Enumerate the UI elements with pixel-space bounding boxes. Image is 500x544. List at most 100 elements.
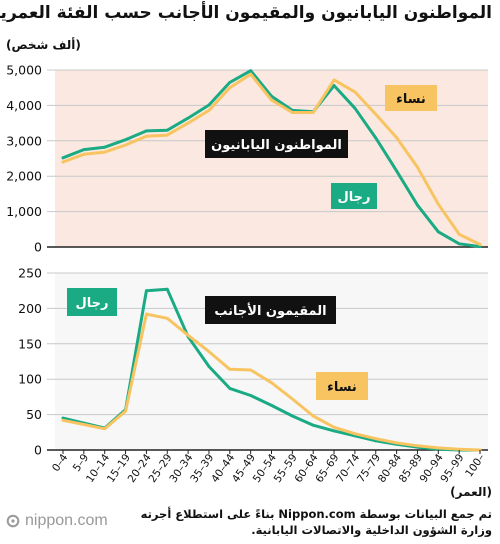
legend-label-men-top: رجال	[337, 190, 370, 205]
data-point-women-top	[457, 232, 461, 236]
data-point-men-top	[186, 116, 190, 120]
data-point-women-top	[145, 134, 148, 138]
data-point-men-bottom	[290, 414, 294, 418]
data-point-women-bottom	[416, 444, 419, 448]
y-tick-label-bottom: 0	[34, 443, 42, 458]
data-point-women-bottom	[353, 432, 357, 436]
data-point-women-top	[416, 165, 419, 169]
source-line-1: تم جمع البيانات بوسطة Nippon.com بناءً ع…	[140, 507, 492, 521]
data-point-men-top	[457, 242, 461, 246]
panel-title-box-top	[205, 130, 348, 158]
data-point-men-top	[61, 156, 65, 160]
data-point-men-top	[436, 230, 440, 234]
y-tick-label-top: 1,000	[6, 204, 42, 219]
data-point-men-top	[353, 106, 357, 110]
data-point-women-bottom	[207, 350, 211, 353]
y-unit-label: (ألف شخص)	[6, 38, 81, 52]
x-tick-label: 0–4	[50, 452, 71, 474]
data-point-men-bottom	[270, 403, 273, 407]
nippon-logo: nippon.com	[6, 512, 108, 530]
data-point-women-top	[207, 108, 211, 112]
legend-label-women-top: نساء	[396, 92, 426, 107]
y-tick-label-bottom: 200	[18, 301, 42, 316]
y-tick-label-top: 5,000	[6, 63, 42, 78]
data-point-men-top	[332, 84, 336, 87]
data-point-men-bottom	[145, 289, 148, 293]
data-point-women-bottom	[145, 312, 148, 316]
data-point-women-bottom	[124, 409, 127, 413]
source-line-2: وزارة الشؤون الداخلية والاتصالات اليابان…	[251, 523, 492, 537]
data-point-women-top	[332, 78, 336, 82]
y-tick-label-top: 3,000	[6, 133, 42, 148]
legend-label-women-bottom: نساء	[327, 380, 357, 395]
y-tick-label-bottom: 100	[18, 372, 42, 387]
y-tick-label-top: 2,000	[6, 169, 42, 184]
data-point-women-top	[270, 98, 273, 102]
data-point-men-top	[416, 203, 419, 207]
data-point-women-bottom	[103, 427, 107, 431]
data-point-women-top	[249, 72, 253, 76]
data-point-men-bottom	[207, 365, 211, 368]
data-point-men-top	[395, 169, 398, 173]
data-point-men-top	[165, 128, 169, 132]
data-point-women-bottom	[82, 423, 86, 426]
y-tick-label-bottom: 50	[26, 407, 42, 422]
data-point-women-top	[478, 243, 482, 246]
data-point-women-bottom	[395, 441, 398, 445]
data-point-women-top	[436, 202, 440, 206]
legend-label-men-bottom: رجال	[75, 296, 108, 311]
x-axis-label: (العمر)	[450, 485, 492, 499]
data-point-women-bottom	[311, 414, 315, 418]
data-point-men-top	[228, 80, 232, 84]
data-point-women-top	[228, 86, 232, 90]
data-point-women-bottom	[270, 381, 273, 385]
data-point-men-top	[374, 136, 378, 140]
data-point-women-bottom	[290, 397, 294, 401]
data-point-women-top	[124, 143, 127, 147]
data-point-women-bottom	[165, 316, 169, 320]
y-tick-label-bottom: 250	[18, 266, 42, 281]
panel-title-bottom: المقيمون الأجانب	[214, 302, 326, 319]
data-point-women-bottom	[61, 418, 65, 422]
data-point-men-bottom	[332, 429, 336, 433]
data-point-women-bottom	[186, 333, 190, 337]
chart-title: المواطنون اليابانيون والمقيمون الأجانب ح…	[0, 3, 492, 23]
data-point-women-bottom	[457, 447, 461, 451]
legend-label-box-women-bottom	[316, 372, 368, 400]
data-point-men-bottom	[61, 416, 65, 420]
data-point-women-top	[103, 150, 107, 154]
y-tick-label-top: 0	[34, 240, 42, 255]
data-point-men-top	[478, 245, 482, 249]
data-point-women-bottom	[249, 368, 253, 372]
data-point-men-top	[82, 148, 86, 152]
y-tick-label-top: 4,000	[6, 98, 42, 113]
source-note: تم جمع البيانات بوسطة Nippon.com بناءً ع…	[140, 506, 492, 538]
data-point-women-top	[311, 111, 315, 114]
data-point-women-top	[186, 121, 190, 125]
panel-title-top: المواطنون اليابانيون	[211, 138, 342, 153]
panel-title-box-bottom	[205, 296, 336, 324]
data-point-men-top	[249, 69, 253, 73]
data-point-women-bottom	[332, 425, 336, 429]
data-point-men-bottom	[311, 423, 315, 427]
data-point-men-bottom	[249, 394, 253, 397]
data-point-women-top	[374, 112, 378, 116]
data-point-men-bottom	[228, 387, 232, 390]
data-point-men-top	[207, 103, 211, 107]
data-point-men-bottom	[165, 287, 169, 291]
data-point-women-bottom	[436, 446, 440, 450]
data-point-men-top	[124, 138, 127, 142]
data-point-women-bottom	[228, 367, 232, 371]
nippon-logo-text: nippon.com	[25, 512, 108, 529]
data-point-women-top	[290, 111, 294, 114]
data-point-women-top	[165, 133, 169, 137]
y-tick-label-bottom: 150	[18, 336, 42, 351]
nippon-logo-icon	[6, 514, 20, 528]
legend-label-box-men-bottom	[67, 288, 117, 316]
data-point-men-top	[145, 129, 148, 133]
data-point-women-top	[82, 152, 86, 156]
data-point-women-top	[61, 160, 65, 164]
x-tick-label: 100–	[463, 452, 487, 480]
legend-label-box-women-top	[385, 85, 437, 111]
